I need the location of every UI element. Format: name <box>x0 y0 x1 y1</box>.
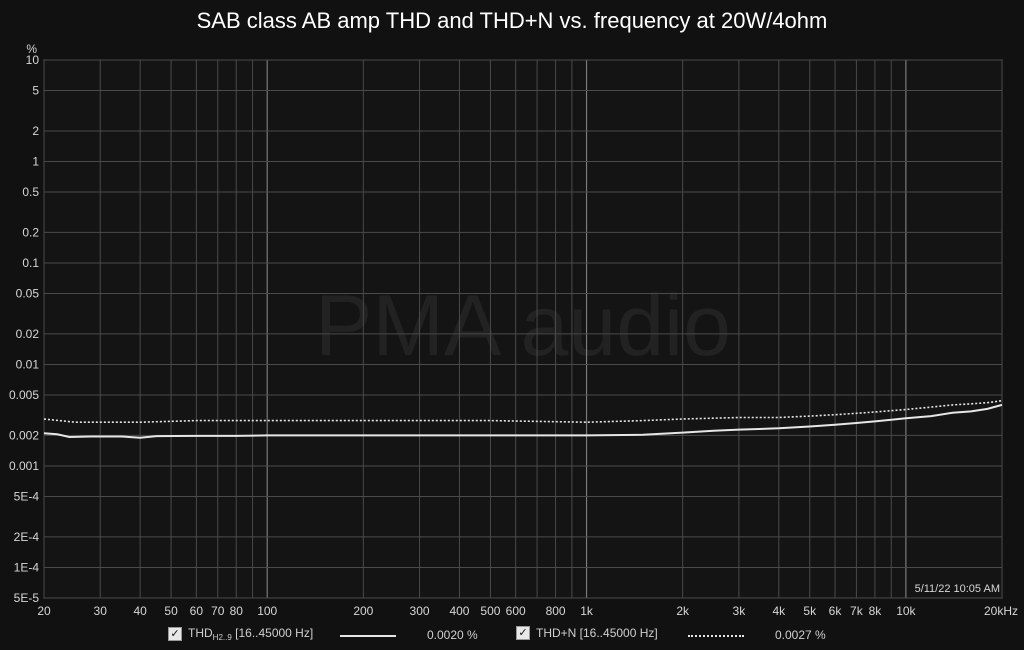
y-tick-label: 0.02 <box>16 327 40 341</box>
y-tick-label: 1 <box>32 154 39 168</box>
x-tick-label: 1k <box>580 604 594 618</box>
x-tick-label: 5k <box>803 604 817 618</box>
y-tick-label: 0.002 <box>9 428 39 442</box>
x-tick-label: 4k <box>772 604 786 618</box>
y-tick-label: 5 <box>32 84 39 98</box>
x-tick-label: 10k <box>896 604 916 618</box>
y-tick-label: 0.001 <box>9 459 39 473</box>
y-tick-label: 5E-4 <box>14 490 40 504</box>
y-tick-label: 0.5 <box>22 185 39 199</box>
y-axis-label: % <box>26 42 37 56</box>
x-tick-label: 300 <box>410 604 430 618</box>
x-tick-label: 20 <box>37 604 51 618</box>
x-tick-label: 40 <box>133 604 147 618</box>
x-tick-label: 100 <box>257 604 277 618</box>
legend-label-thdn: THD+N [16..45000 Hz] <box>536 626 658 640</box>
legend: ✓ THDH2..9 [16..45000 Hz] 0.0020 % ✓ THD… <box>0 626 1024 646</box>
legend-value-thd: 0.0020 % <box>427 628 478 642</box>
y-tick-label: 10 <box>26 53 40 67</box>
y-tick-label: 0.05 <box>16 287 40 301</box>
x-tick-label: 50 <box>164 604 178 618</box>
checkbox-icon[interactable]: ✓ <box>168 627 182 641</box>
legend-label-thd: THDH2..9 [16..45000 Hz] <box>188 626 314 642</box>
y-tick-label: 0.01 <box>16 357 40 371</box>
x-tick-label: 7k <box>850 604 864 618</box>
y-tick-label: 5E-5 <box>14 591 40 605</box>
y-tick-label: 1E-4 <box>14 560 40 574</box>
x-tick-label: 500 <box>480 604 500 618</box>
x-tick-label: 8k <box>869 604 883 618</box>
legend-item-thdn[interactable]: ✓ THD+N [16..45000 Hz] <box>516 626 658 640</box>
x-tick-label: 30 <box>94 604 108 618</box>
x-tick-label: 3k <box>733 604 747 618</box>
plot-area <box>43 59 1003 599</box>
x-tick-label: 600 <box>506 604 526 618</box>
x-tick-label: 400 <box>449 604 469 618</box>
legend-value-thdn: 0.0027 % <box>775 628 826 642</box>
legend-item-thd[interactable]: ✓ THDH2..9 [16..45000 Hz] <box>168 626 313 642</box>
chart-title: SAB class AB amp THD and THD+N vs. frequ… <box>196 8 828 33</box>
y-tick-label: 0.1 <box>22 256 39 270</box>
series-line-thd <box>43 403 1003 439</box>
x-tick-label: 70 <box>211 604 225 618</box>
x-tick-label: 2k <box>676 604 690 618</box>
x-tick-label: 200 <box>353 604 373 618</box>
y-tick-label: 2E-4 <box>14 530 40 544</box>
x-tick-label: 20kHz <box>984 604 1018 618</box>
legend-swatch-thd <box>340 635 396 637</box>
y-tick-label: 2 <box>32 124 39 138</box>
legend-swatch-thdn <box>688 635 744 637</box>
timestamp: 5/11/22 10:05 AM <box>915 583 1000 595</box>
checkbox-icon[interactable]: ✓ <box>516 626 530 640</box>
x-tick-label: 60 <box>190 604 204 618</box>
x-tick-label: 6k <box>829 604 843 618</box>
y-tick-label: 0.005 <box>9 388 39 402</box>
y-tick-label: 0.2 <box>22 225 39 239</box>
chart-plot: PMA audio 10 5 2 1 0.5 0.2 0.1 0.05 0.02 0.01 0.005… <box>9 42 1018 618</box>
watermark: PMA audio <box>315 278 731 374</box>
x-tick-label: 800 <box>546 604 566 618</box>
x-tick-label: 80 <box>230 604 244 618</box>
